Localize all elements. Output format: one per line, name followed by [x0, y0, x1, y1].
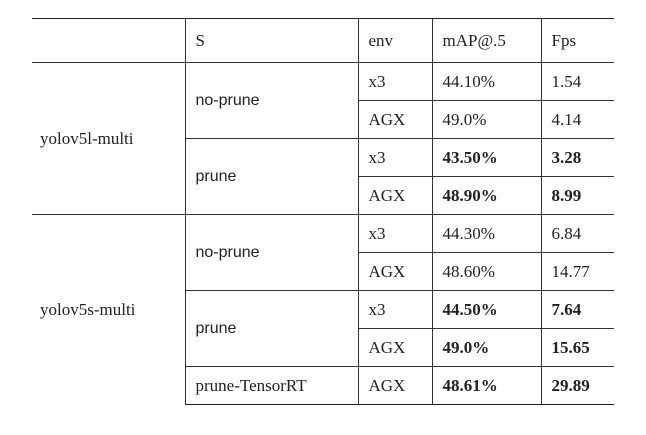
env-cell: AGX	[357, 366, 432, 405]
fps-cell: 3.28	[540, 138, 614, 177]
setting-cell: no-prune	[184, 62, 358, 139]
env-cell: x3	[357, 214, 432, 253]
fps-cell: 8.99	[540, 176, 614, 215]
data-row: AGX 48.90% 8.99	[32, 176, 614, 215]
setting-cell: prune	[184, 290, 358, 367]
map-cell: 43.50%	[431, 138, 541, 177]
header-cell: S	[184, 18, 358, 63]
setting-cell: prune	[184, 138, 358, 215]
env-cell: x3	[357, 290, 432, 329]
data-row: prune-TensorRT AGX 48.61% 29.89	[32, 366, 614, 405]
model-cell: yolov5s-multi	[32, 214, 185, 405]
model-cell: yolov5l-multi	[32, 62, 185, 215]
env-cell: x3	[357, 138, 432, 177]
data-row: AGX 48.60% 14.77	[32, 252, 614, 291]
header-cell	[32, 18, 185, 63]
fps-cell: 29.89	[540, 366, 614, 405]
setting-cell: prune-TensorRT	[184, 366, 358, 405]
env-cell: x3	[357, 62, 432, 101]
fps-cell: 6.84	[540, 214, 614, 253]
map-cell: 49.0%	[431, 328, 541, 367]
map-cell: 48.60%	[431, 252, 541, 291]
map-cell: 44.50%	[431, 290, 541, 329]
env-cell: AGX	[357, 328, 432, 367]
map-cell: 44.30%	[431, 214, 541, 253]
env-cell: AGX	[357, 252, 432, 291]
data-row: yolov5s-multi no-prune x3 44.30% 6.84	[32, 214, 614, 405]
setting-cell: no-prune	[184, 214, 358, 291]
map-cell: 48.90%	[431, 176, 541, 215]
header-cell: Fps	[540, 18, 614, 63]
map-cell: 49.0%	[431, 100, 541, 139]
data-row: AGX 49.0% 15.65	[32, 328, 614, 367]
data-row: prune x3 44.50% 7.64	[32, 290, 614, 367]
fps-cell: 15.65	[540, 328, 614, 367]
fps-cell: 1.54	[540, 62, 614, 101]
data-row: prune x3 43.50% 3.28	[32, 138, 614, 215]
data-row: AGX 49.0% 4.14	[32, 100, 614, 139]
data-row: yolov5l-multi no-prune x3 44.10% 1.54	[32, 62, 614, 215]
env-cell: AGX	[357, 100, 432, 139]
env-cell: AGX	[357, 176, 432, 215]
map-cell: 44.10%	[431, 62, 541, 101]
map-cell: 48.61%	[431, 366, 541, 405]
header-cell: mAP@.5	[431, 18, 541, 63]
fps-cell: 4.14	[540, 100, 614, 139]
fps-cell: 14.77	[540, 252, 614, 291]
fps-cell: 7.64	[540, 290, 614, 329]
header-cell: env	[357, 18, 432, 63]
